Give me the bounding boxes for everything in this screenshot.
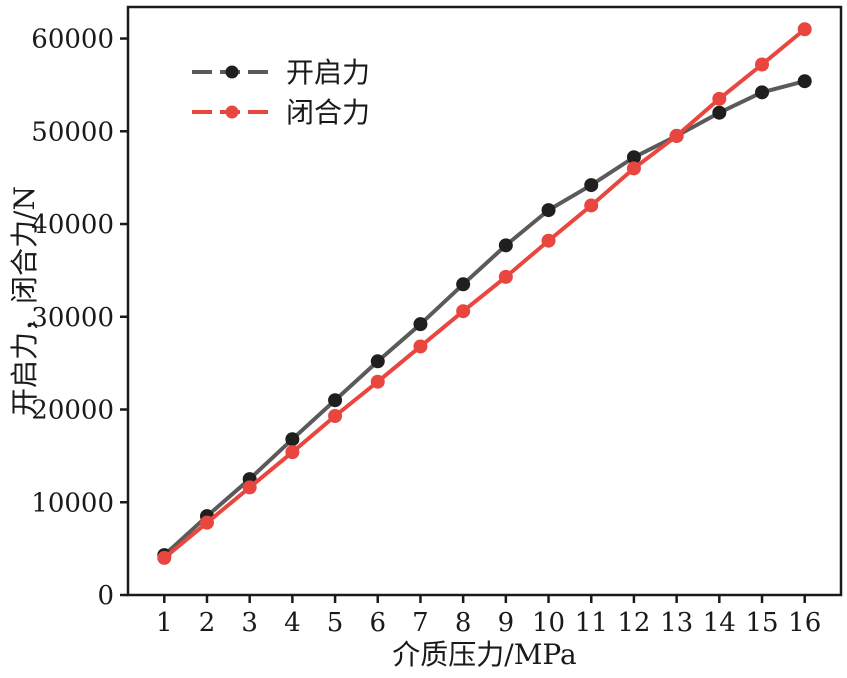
x-tick-label: 14 [703, 608, 736, 638]
series-marker-0 [456, 277, 471, 292]
series-marker-0 [285, 432, 300, 447]
plot-frame [126, 5, 843, 597]
legend-label-1: 闭合力 [286, 96, 370, 129]
x-tick-label: 6 [369, 608, 386, 638]
legend-label-0: 开启力 [286, 56, 370, 89]
series-marker-1 [285, 445, 300, 460]
series-marker-1 [242, 480, 257, 495]
legend-marker-1 [225, 105, 239, 119]
series-marker-0 [328, 393, 343, 408]
y-tick-label: 10000 [31, 488, 114, 518]
series-marker-0 [584, 178, 599, 193]
x-tick-label: 12 [617, 608, 650, 638]
y-axis-title: 开启力，闭合力/N [8, 186, 41, 416]
y-tick-label: 20000 [31, 396, 114, 426]
series-marker-1 [797, 22, 812, 37]
x-tick-label: 2 [199, 608, 216, 638]
x-tick-label: 16 [788, 608, 821, 638]
y-tick-label: 40000 [31, 210, 114, 240]
series-marker-1 [157, 550, 172, 565]
series-marker-0 [498, 238, 513, 253]
x-tick-label: 10 [532, 608, 565, 638]
x-tick-label: 13 [660, 608, 693, 638]
x-tick-label: 11 [575, 608, 608, 638]
series-marker-1 [199, 515, 214, 530]
x-axis-title: 介质压力/MPa [392, 638, 576, 671]
x-tick-label: 4 [284, 608, 301, 638]
x-tick-label: 9 [498, 608, 515, 638]
y-tick-label: 30000 [31, 303, 114, 333]
series-marker-1 [370, 374, 385, 389]
series-marker-1 [328, 409, 343, 424]
x-tick-label: 5 [327, 608, 344, 638]
series-marker-1 [584, 198, 599, 213]
series-marker-1 [712, 91, 727, 106]
series-marker-1 [669, 128, 684, 143]
series-marker-0 [413, 317, 428, 332]
series-marker-1 [755, 57, 770, 72]
legend-marker-0 [225, 65, 239, 79]
y-tick-label: 50000 [31, 117, 114, 147]
series-marker-1 [413, 339, 428, 354]
series-line-0 [162, 79, 807, 558]
x-tick-label: 3 [241, 608, 258, 638]
series-marker-1 [498, 269, 513, 284]
series-marker-1 [626, 161, 641, 176]
series-marker-1 [456, 304, 471, 319]
x-tick-label: 8 [455, 608, 472, 638]
x-tick-label: 7 [412, 608, 429, 638]
series-marker-0 [370, 354, 385, 369]
series-marker-0 [712, 105, 727, 120]
series-marker-1 [541, 233, 556, 248]
series-marker-0 [797, 74, 812, 89]
series-line-1 [162, 27, 807, 560]
x-tick-label: 15 [745, 608, 778, 638]
y-tick-label: 60000 [31, 25, 114, 55]
series-marker-0 [755, 85, 770, 100]
series-marker-0 [541, 203, 556, 218]
y-tick-label: 0 [97, 581, 114, 611]
x-tick-label: 1 [156, 608, 173, 638]
